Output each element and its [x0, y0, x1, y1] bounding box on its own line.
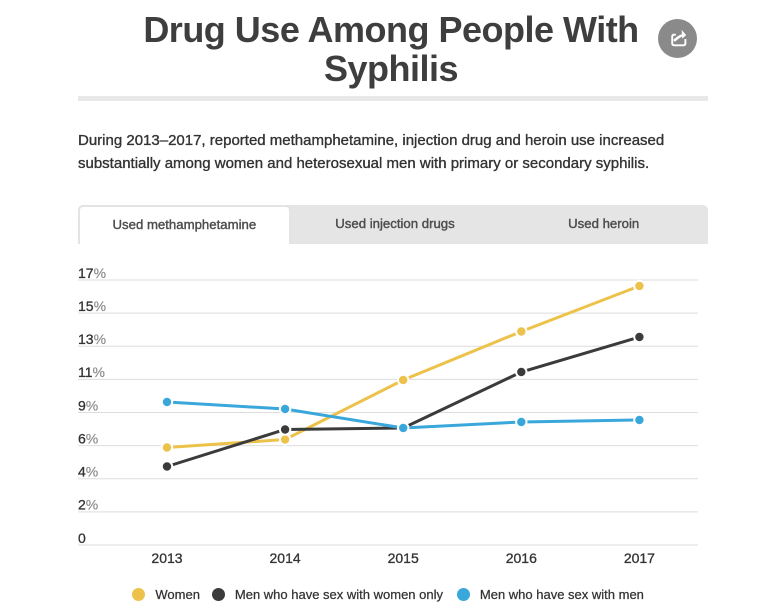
svg-text:2017: 2017 [624, 550, 655, 566]
svg-text:0: 0 [78, 530, 86, 546]
svg-text:2015: 2015 [388, 550, 419, 566]
svg-text:2%: 2% [78, 497, 98, 513]
svg-text:4%: 4% [78, 464, 98, 480]
svg-text:2016: 2016 [506, 550, 537, 566]
svg-text:17%: 17% [78, 265, 106, 281]
svg-text:11%: 11% [78, 364, 105, 380]
svg-text:15%: 15% [78, 298, 106, 314]
svg-text:2013: 2013 [151, 550, 182, 566]
svg-text:13%: 13% [78, 331, 106, 347]
svg-text:9%: 9% [78, 397, 98, 413]
svg-text:6%: 6% [78, 430, 98, 446]
svg-text:2014: 2014 [270, 550, 301, 566]
